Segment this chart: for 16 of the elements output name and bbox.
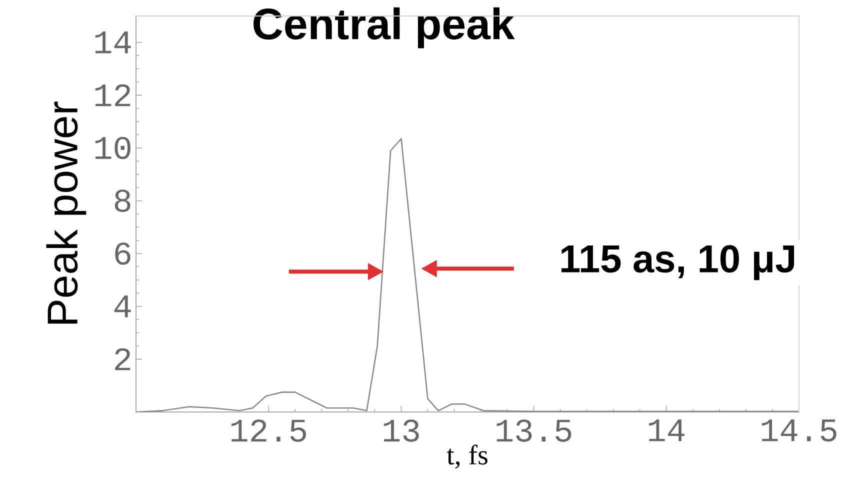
y-axis-title: Peak power <box>46 102 86 324</box>
y-tick-label: 2 <box>115 348 130 370</box>
x-tick-label: 12.5 <box>232 420 306 442</box>
x-axis-title: t, fs <box>446 444 488 469</box>
y-tick-label: 8 <box>114 190 130 212</box>
x-tick-label: 13.5 <box>496 420 572 442</box>
y-tick-label: 6 <box>115 242 130 265</box>
x-tick-label: 14 <box>649 420 684 442</box>
y-tick-label: 10 <box>95 136 130 160</box>
x-tick-label: 14.5 <box>762 420 836 442</box>
y-tick-label: 14 <box>95 32 131 54</box>
annotation: 115 as, 10 μJ <box>562 245 794 280</box>
chart-title: Central peak <box>254 7 515 48</box>
y-tick-label: 12 <box>95 84 130 106</box>
y-tick-label: 4 <box>114 296 131 318</box>
x-tick-label: 13 <box>384 420 419 442</box>
